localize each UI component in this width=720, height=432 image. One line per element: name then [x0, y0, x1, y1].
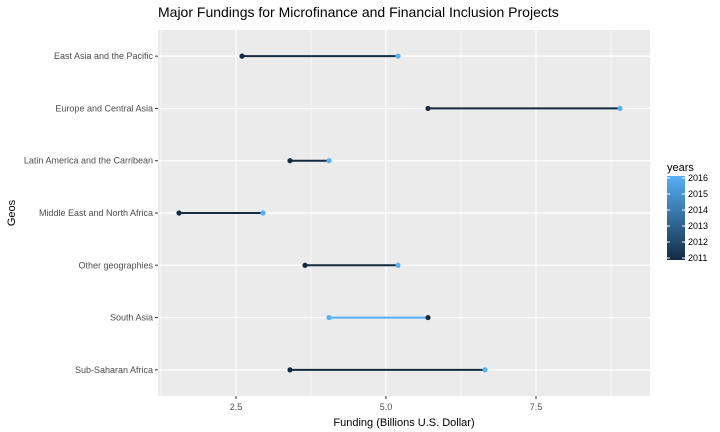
- chart-title: Major Fundings for Microfinance and Fina…: [158, 4, 559, 20]
- point-2016: [326, 158, 332, 164]
- x-tick-label: 7.5: [530, 402, 543, 412]
- point-2011: [287, 367, 293, 373]
- x-tick-label: 2.5: [230, 402, 243, 412]
- legend: years 2016 2015 2014 2013 2012 2011: [667, 162, 708, 263]
- x-tick-label: 5.0: [380, 402, 393, 412]
- legend-ticks: 2016 2015 2014 2013 2012 2011: [667, 173, 708, 263]
- point-2016: [260, 210, 266, 216]
- y-tick-label: South Asia: [110, 313, 153, 323]
- point-2016: [482, 367, 488, 373]
- y-axis-title: Geos: [6, 199, 18, 226]
- point-2011: [239, 53, 245, 59]
- legend-label: 2013: [688, 221, 708, 231]
- y-tick-label: Sub-Saharan Africa: [75, 365, 153, 375]
- point-2016: [395, 53, 401, 59]
- point-2011: [176, 210, 182, 216]
- point-2011: [425, 105, 431, 112]
- y-tick-label: Europe and Central Asia: [55, 103, 153, 113]
- legend-label: 2016: [688, 173, 708, 183]
- legend-title: years: [667, 162, 694, 174]
- y-tick-label: Latin America and the Carribean: [24, 156, 153, 166]
- point-2016: [395, 262, 401, 268]
- y-tick-label: Middle East and North Africa: [39, 208, 153, 218]
- legend-label: 2014: [688, 205, 708, 215]
- y-tick-label: East Asia and the Pacific: [54, 51, 154, 61]
- point-2011: [425, 314, 431, 321]
- dumbbell-marks: [176, 53, 623, 373]
- x-tick-labels: 2.5 5.0 7.5: [230, 396, 543, 412]
- point-2016: [326, 314, 332, 321]
- legend-colorbar: [667, 176, 685, 260]
- legend-label: 2011: [688, 253, 707, 263]
- y-tick-labels: East Asia and the Pacific Europe and Cent…: [24, 51, 158, 375]
- point-2016: [617, 105, 623, 112]
- x-axis-title: Funding (Billions U.S. Dollar): [333, 417, 474, 429]
- point-2011: [287, 158, 293, 164]
- legend-label: 2012: [688, 237, 708, 247]
- point-2011: [302, 262, 308, 268]
- legend-label: 2015: [688, 189, 708, 199]
- y-tick-label: Other geographies: [78, 260, 153, 270]
